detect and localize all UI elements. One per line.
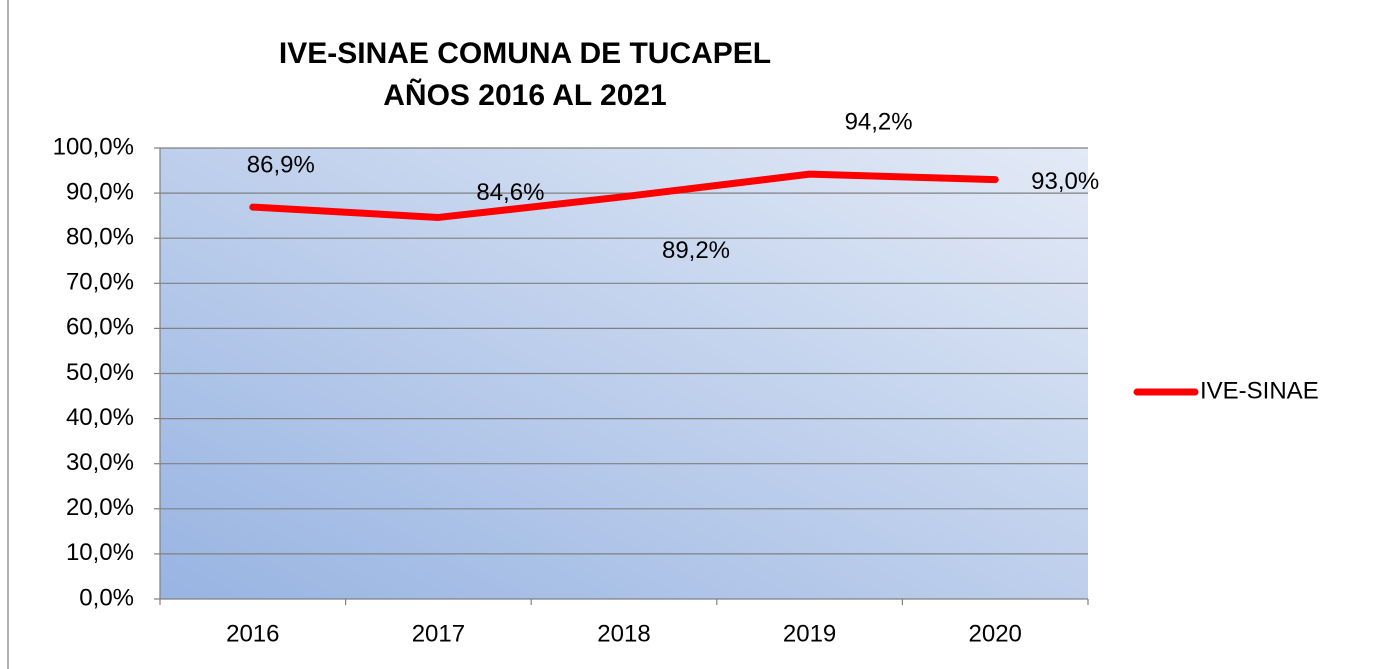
x-tick-label: 2020 <box>969 620 1022 647</box>
y-tick-label: 100,0% <box>53 133 134 160</box>
chart-subtitle: AÑOS 2016 AL 2021 <box>383 78 667 112</box>
y-tick-label: 20,0% <box>66 494 134 521</box>
y-tick-label: 70,0% <box>66 269 134 296</box>
y-tick-label: 40,0% <box>66 404 134 431</box>
y-tick-label: 80,0% <box>66 224 134 251</box>
chart-title: IVE-SINAE COMUNA DE TUCAPEL <box>279 37 771 70</box>
data-label: 89,2% <box>662 237 730 264</box>
x-tick-label: 2018 <box>597 620 650 647</box>
data-label: 86,9% <box>247 151 315 178</box>
y-tick-label: 0,0% <box>79 584 134 611</box>
x-tick-label: 2016 <box>226 620 279 647</box>
y-tick-label: 10,0% <box>66 539 134 566</box>
y-tick-label: 90,0% <box>66 178 134 205</box>
data-label: 84,6% <box>476 179 544 206</box>
y-tick-label: 60,0% <box>66 314 134 341</box>
data-label: 93,0% <box>1031 168 1099 195</box>
y-tick-label: 50,0% <box>66 359 134 386</box>
data-label: 94,2% <box>845 109 913 136</box>
x-tick-label: 2019 <box>783 620 836 647</box>
y-tick-label: 30,0% <box>66 449 134 476</box>
x-tick-label: 2017 <box>412 620 465 647</box>
legend-label: IVE-SINAE <box>1200 377 1319 404</box>
data-line <box>249 170 999 221</box>
